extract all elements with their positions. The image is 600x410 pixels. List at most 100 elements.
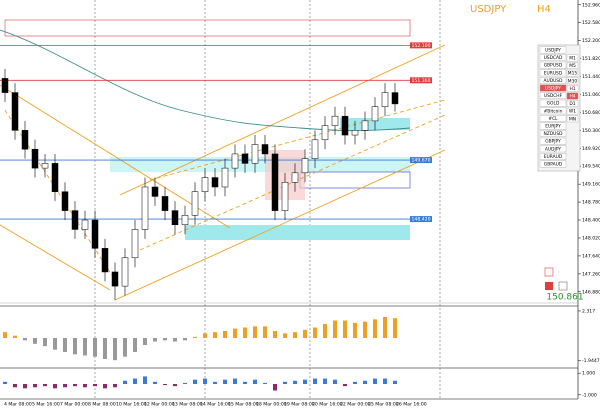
symbol-button[interactable] (539, 122, 567, 130)
histogram-bar (353, 322, 357, 338)
symbol-label[interactable]: EURAUD (544, 154, 563, 160)
timeframe-label[interactable]: MN (569, 116, 576, 122)
histogram-bar (53, 384, 57, 389)
timeframe-label[interactable]: M5 (569, 63, 576, 69)
symbol-label[interactable]: GOLD (547, 101, 560, 107)
histogram-bar (63, 384, 67, 388)
timeframe-button[interactable] (566, 62, 579, 70)
timeframe-button[interactable] (566, 107, 579, 115)
symbol-label[interactable]: AUDUSD (544, 78, 564, 84)
timeframe-label[interactable]: M30 (568, 78, 578, 84)
timeframe-label[interactable]: H1 (569, 86, 575, 92)
symbol-label[interactable]: USDCAD (544, 55, 563, 61)
timeframe-button[interactable] (566, 84, 579, 92)
y-tick-label: 149.540 (582, 164, 600, 170)
histogram-bar (213, 332, 217, 338)
symbol-label[interactable]: EURJPY (545, 124, 561, 130)
button[interactable] (545, 282, 553, 290)
symbol-label[interactable]: EURUSD (544, 70, 563, 76)
candle-body (161, 196, 169, 211)
symbol-button[interactable] (539, 54, 567, 62)
candle-body (331, 115, 339, 126)
timeframe-label[interactable]: H4 (569, 94, 575, 100)
symbol-label[interactable]: GBPJPY (545, 139, 561, 145)
histogram-bar (243, 327, 247, 338)
symbol-label[interactable]: NZDUSD (543, 131, 563, 137)
demand-zone (110, 157, 410, 172)
symbol-button[interactable] (539, 130, 567, 137)
timeframe-label[interactable]: M1 (569, 56, 576, 62)
level-label: 151.360 (412, 78, 431, 84)
last-price: 150.861 (546, 293, 583, 303)
symbol-label[interactable]: USDJPY (545, 48, 561, 54)
y-tick-label: 148.020 (582, 235, 600, 241)
timeframe-button[interactable] (566, 100, 579, 108)
histogram-bar (23, 338, 27, 341)
histogram-bar (63, 338, 67, 352)
button[interactable] (558, 281, 568, 291)
candle-body (251, 144, 259, 164)
timeframe-button[interactable] (566, 92, 579, 100)
symbol-label[interactable]: USDJPY (545, 86, 561, 92)
symbol-button[interactable] (539, 160, 567, 168)
symbol-button[interactable] (539, 145, 567, 153)
symbol-label[interactable]: GBPUSD (544, 63, 563, 69)
histogram-bar (273, 384, 277, 391)
candle-body (241, 153, 249, 164)
symbol-button[interactable] (539, 99, 567, 107)
symbol-button[interactable] (539, 107, 567, 115)
symbol-label[interactable]: USDCHF (544, 93, 563, 99)
symbol-button[interactable] (539, 152, 567, 160)
symbol-label[interactable]: #CL (548, 116, 558, 122)
y-tick-label: 152.200 (582, 38, 600, 44)
symbol-label[interactable]: GBPAUD (544, 162, 563, 168)
histogram-bar (73, 384, 77, 387)
symbol-label[interactable]: #Bitcoin (544, 108, 563, 114)
timeframe-button[interactable] (566, 54, 579, 62)
histogram-bar (343, 320, 347, 338)
timeframe-label[interactable]: W1 (569, 109, 576, 115)
candle-body (341, 115, 349, 136)
candle-body (381, 92, 389, 107)
symbol-button[interactable] (539, 46, 567, 54)
histogram-bar (13, 384, 17, 388)
histogram-bar (143, 338, 147, 345)
candle-body (11, 92, 19, 131)
histogram-bar (383, 378, 387, 384)
timeframe-button[interactable] (566, 77, 579, 85)
histogram-bar (183, 382, 187, 384)
symbol-button[interactable] (539, 69, 567, 77)
x-tick-label: 10 Mar 16:00 (116, 402, 147, 408)
y-tick-label: 151.440 (582, 74, 600, 80)
histogram-bar (293, 380, 297, 384)
level-tag (410, 216, 432, 223)
candle-body (261, 144, 269, 155)
timeframe-button[interactable] (566, 69, 579, 77)
candle-body (311, 139, 319, 159)
timeframe-label[interactable]: M15 (568, 71, 578, 77)
timeframe-button[interactable] (566, 115, 579, 123)
symbol-button[interactable] (539, 92, 567, 100)
histogram-bar (333, 320, 337, 338)
x-tick-label: 19 Mar 08:00 (284, 402, 315, 408)
histogram-bar (43, 384, 47, 387)
level-tag (410, 42, 432, 49)
symbol-button[interactable] (539, 114, 567, 122)
histogram-bar (263, 326, 267, 338)
level-tag (410, 77, 432, 84)
histogram-bar (193, 336, 197, 338)
button[interactable] (544, 267, 554, 277)
candle-body (201, 177, 209, 192)
candle-body (131, 229, 139, 259)
symbol-button[interactable] (539, 76, 567, 84)
histogram-bar (143, 376, 147, 384)
symbol-button[interactable] (539, 61, 567, 69)
x-tick-label: 22 Mar 00:00 (340, 402, 371, 408)
histogram-bar (323, 324, 327, 338)
symbol-button[interactable] (539, 84, 567, 92)
timeframe-label[interactable]: D1 (569, 101, 575, 107)
level-tag (410, 157, 432, 164)
symbol-label[interactable]: AUDJPY (545, 146, 561, 152)
symbol-button[interactable] (539, 137, 567, 145)
x-tick-label: 25 Mar 08:00 (368, 402, 399, 408)
